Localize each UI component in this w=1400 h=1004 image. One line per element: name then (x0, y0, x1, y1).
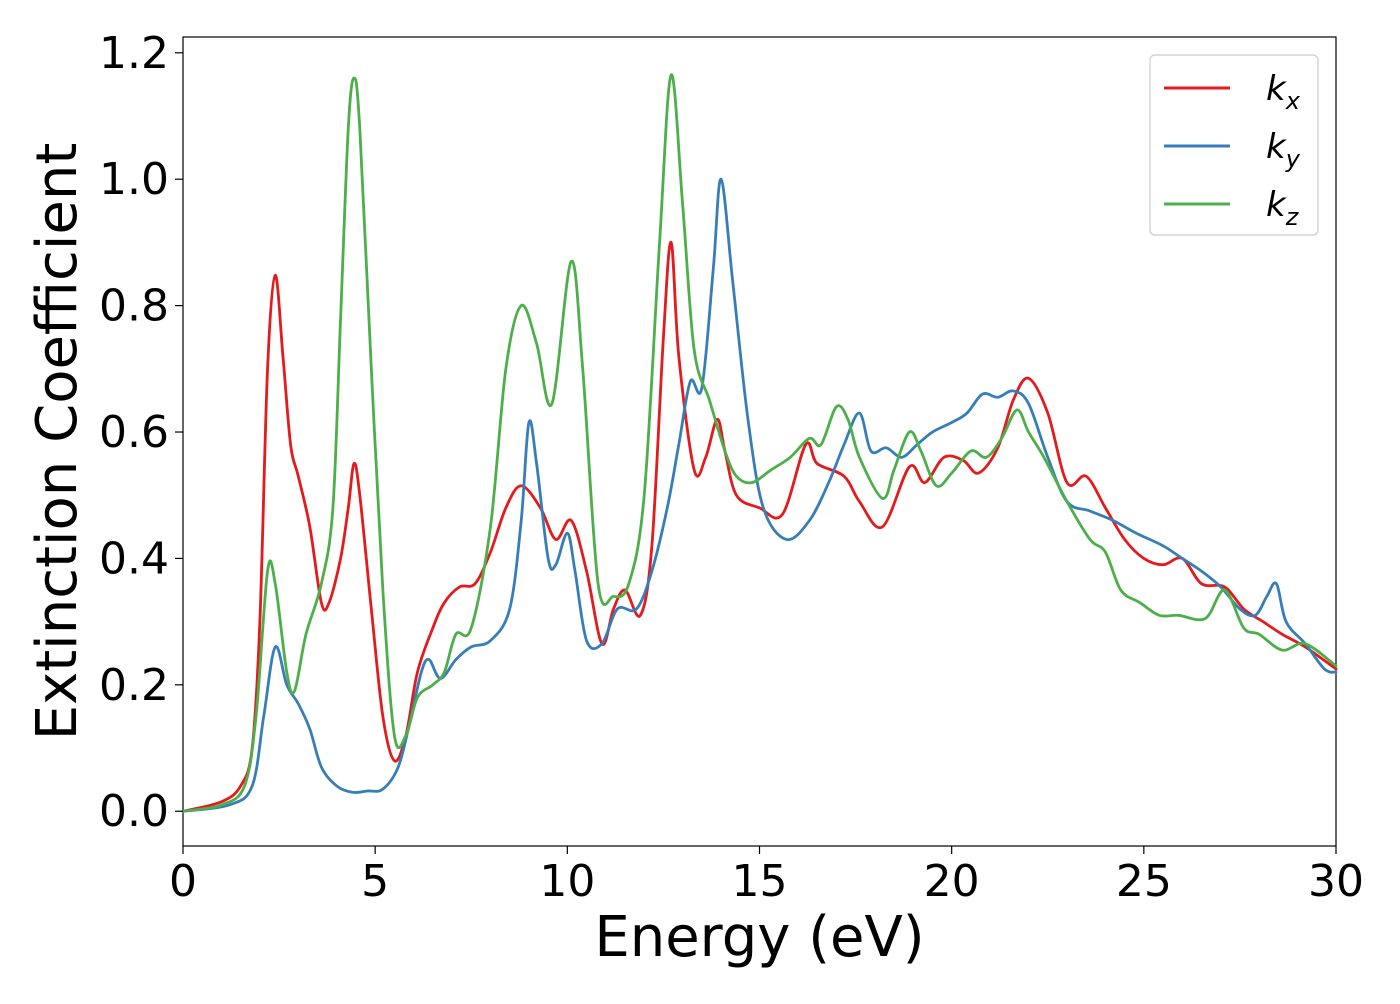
y-tick-label: 0.0 (99, 786, 169, 837)
legend-box (1149, 54, 1319, 236)
x-axis-ticks: 0 5 10 15 20 25 30 (169, 846, 1364, 907)
legend-label-x: kx (1266, 69, 1301, 115)
y-tick-label: 1.2 (99, 28, 169, 79)
legend-label-base: k (1266, 185, 1287, 225)
series-line-kz (181, 73, 1338, 813)
x-tick-label: 25 (1116, 856, 1172, 907)
x-tick-label: 0 (169, 856, 197, 907)
legend-label-z: kz (1266, 185, 1300, 231)
series-line-kx (181, 241, 1338, 813)
series-layer (181, 73, 1338, 813)
legend-label-base: k (1266, 127, 1287, 167)
x-tick-label: 5 (361, 856, 389, 907)
legend-label-base: k (1266, 69, 1287, 109)
legend-label-y: ky (1266, 127, 1301, 173)
y-tick-label: 1.0 (99, 154, 169, 205)
legend-label-subscript: x (1285, 87, 1301, 115)
legend-label-subscript: y (1285, 145, 1301, 173)
x-axis-title: Energy (eV) (594, 905, 924, 970)
x-tick-label: 30 (1308, 856, 1364, 907)
series-line-ky (181, 177, 1338, 813)
y-tick-label: 0.2 (99, 660, 169, 711)
y-tick-label: 0.4 (99, 533, 169, 584)
y-tick-label: 0.6 (99, 407, 169, 458)
x-tick-label: 20 (924, 856, 980, 907)
y-tick-label: 0.8 (99, 281, 169, 332)
y-axis-ticks: 0.0 0.2 0.4 0.6 0.8 1.0 1.2 (99, 28, 183, 837)
legend-label-subscript: z (1285, 203, 1300, 231)
x-tick-label: 10 (539, 856, 595, 907)
x-tick-label: 15 (732, 856, 788, 907)
y-axis-title: Extinction Coefficient (25, 143, 90, 741)
